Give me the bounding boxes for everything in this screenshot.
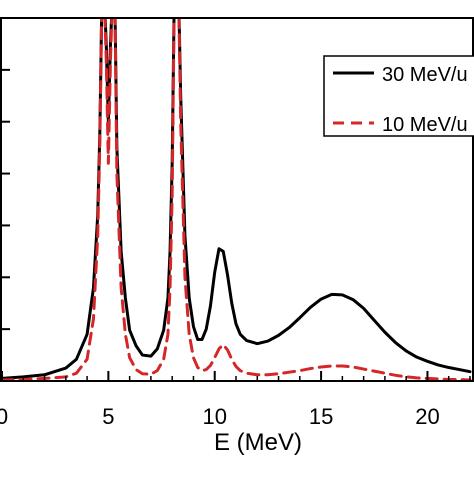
legend-box <box>323 55 474 137</box>
x-tick-label: 20 <box>415 404 439 429</box>
legend-label-2: 10 MeV/u <box>382 114 468 136</box>
x-tick-label: 0 <box>0 404 8 429</box>
x-tick-label: 10 <box>202 404 226 429</box>
axes-layer <box>0 17 474 382</box>
ticks-layer: 0 5 10 15 20 <box>0 68 471 429</box>
x-tick-label: 15 <box>309 404 333 429</box>
series-layer <box>0 18 472 382</box>
legend: 30 MeV/u 10 MeV/u <box>323 55 474 137</box>
x-axis-label: E (MeV) <box>214 429 302 456</box>
legend-label-1: 30 MeV/u <box>382 64 468 86</box>
series-line-2 <box>0 18 472 382</box>
x-tick-label: 5 <box>102 404 114 429</box>
